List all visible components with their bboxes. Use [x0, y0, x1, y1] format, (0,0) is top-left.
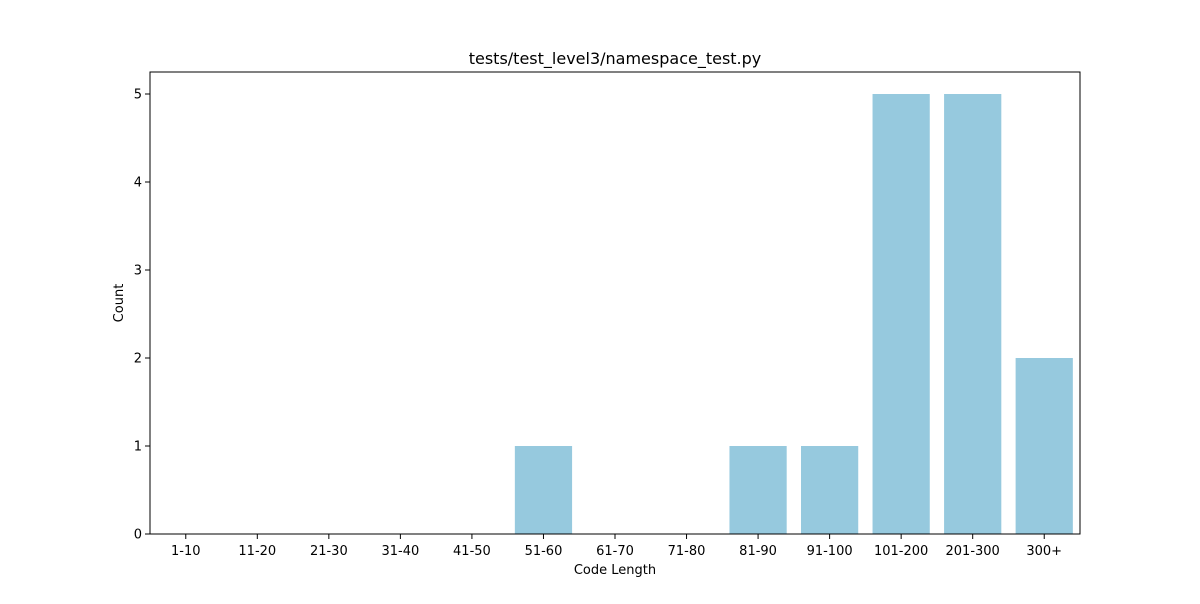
- x-axis-ticks: 1-10 11-20 21-30 31-40 41-50 51-60 61-70 71-80 8…: [171, 534, 1062, 559]
- plot-area-frame: [149, 71, 1081, 535]
- x-axis-label: Code Length: [574, 563, 656, 578]
- bar-101-200: [872, 94, 930, 534]
- x-tick-label: 71-80: [668, 544, 706, 559]
- x-tick-label: 1-10: [171, 544, 201, 559]
- x-tick-label: 91-100: [807, 544, 853, 559]
- y-axis-ticks: 0 1 2 3 4 5: [134, 88, 150, 543]
- y-tick-label: 1: [134, 440, 142, 455]
- bars-layer: [514, 94, 1073, 534]
- y-tick-label: 3: [134, 264, 142, 279]
- bar-81-90: [729, 446, 787, 534]
- chart-title: tests/test_level3/namespace_test.py: [469, 49, 762, 69]
- bar-91-100: [801, 446, 859, 534]
- x-tick-label: 201-300: [946, 544, 1000, 559]
- y-tick-label: 0: [134, 528, 142, 543]
- x-tick-label: 101-200: [874, 544, 928, 559]
- x-tick-label: 61-70: [596, 544, 634, 559]
- x-tick-label: 31-40: [381, 544, 419, 559]
- x-tick-label: 300+: [1026, 544, 1062, 559]
- y-tick-label: 4: [134, 176, 142, 191]
- bar-201-300: [944, 94, 1002, 534]
- bar-300+: [1015, 358, 1073, 534]
- x-tick-label: 41-50: [453, 544, 491, 559]
- bar-51-60: [514, 446, 573, 534]
- x-tick-label: 81-90: [739, 544, 777, 559]
- y-tick-label: 2: [134, 352, 142, 367]
- x-tick-label: 51-60: [525, 544, 563, 559]
- y-tick-label: 5: [134, 88, 142, 103]
- x-tick-label: 21-30: [310, 544, 348, 559]
- y-axis-label: Count: [112, 284, 127, 323]
- x-tick-label: 11-20: [238, 544, 276, 559]
